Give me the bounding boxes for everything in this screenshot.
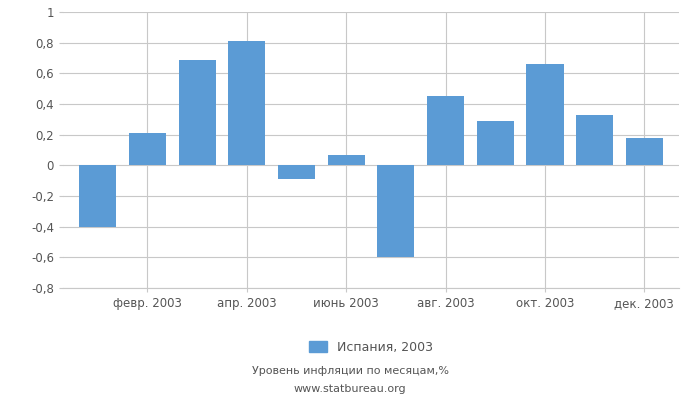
Legend: Испания, 2003: Испания, 2003 — [304, 336, 438, 359]
Bar — [79, 165, 116, 227]
Bar — [377, 165, 414, 257]
Text: www.statbureau.org: www.statbureau.org — [294, 384, 406, 394]
Bar — [228, 41, 265, 165]
Bar — [178, 60, 216, 165]
Bar — [626, 138, 663, 165]
Bar — [129, 133, 166, 165]
Bar — [526, 64, 564, 165]
Bar — [427, 96, 464, 165]
Text: Уровень инфляции по месяцам,%: Уровень инфляции по месяцам,% — [251, 366, 449, 376]
Bar — [278, 165, 315, 179]
Bar — [328, 154, 365, 165]
Bar — [576, 115, 613, 165]
Bar — [477, 121, 514, 165]
